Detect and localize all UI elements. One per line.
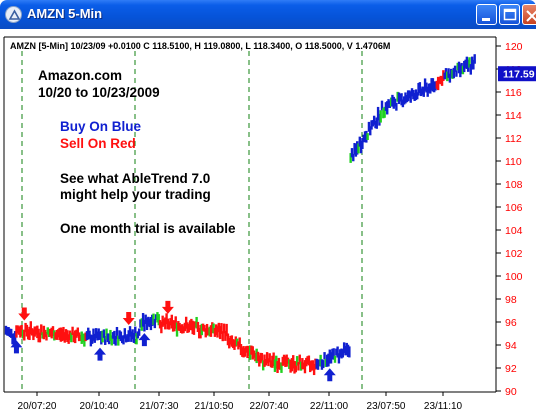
x-tick-label: 20/07:20 (18, 401, 57, 412)
y-tick-label: 104 (505, 225, 523, 237)
time-axis: 20/07:20 20/10:40 21/07:30 21/10:50 22/07:40… (18, 392, 463, 412)
maximize-button[interactable] (499, 4, 520, 25)
buy-arrow-icon (323, 368, 336, 382)
x-tick-label: 21/07:30 (140, 401, 179, 412)
y-tick-label: 96 (505, 317, 517, 329)
y-tick-label: 100 (505, 271, 523, 283)
y-tick-label: 114 (505, 110, 522, 122)
date-range-label: 10/20 to 10/23/2009 (38, 85, 160, 100)
y-tick-label: 92 (505, 363, 517, 375)
y-tick-label: 94 (505, 340, 517, 352)
y-tick-label: 106 (505, 202, 523, 214)
y-tick-label: 116 (505, 87, 522, 99)
minimize-button[interactable] (476, 4, 497, 25)
window-titlebar[interactable]: AMZN 5-Min (0, 0, 536, 29)
sell-arrow-icon (18, 307, 31, 321)
close-icon (526, 10, 536, 22)
close-button[interactable] (522, 4, 536, 25)
company-label: Amazon.com (38, 68, 122, 83)
buy-legend-label: Buy On Blue (60, 119, 141, 134)
x-tick-label: 20/10:40 (80, 401, 119, 412)
buy-arrow-icon (94, 347, 106, 361)
y-tick-label: 98 (505, 294, 517, 306)
y-tick-label: 108 (505, 179, 523, 191)
chart-area[interactable]: 9092949698100102104106108110112114116118… (0, 29, 536, 414)
price-chart[interactable]: 9092949698100102104106108110112114116118… (0, 29, 536, 414)
maximize-icon (503, 8, 517, 21)
x-tick-label: 23/07:50 (367, 401, 406, 412)
y-tick-label: 112 (505, 133, 522, 145)
app-icon[interactable] (5, 6, 22, 23)
trial-label: One month trial is available (60, 221, 236, 236)
x-tick-label: 21/10:50 (195, 401, 234, 412)
price-series (4, 54, 476, 376)
sell-arrow-icon (122, 311, 135, 325)
last-price-marker: 117.59 (498, 66, 536, 82)
buy-arrow-icon (138, 333, 151, 347)
session-dividers (21, 51, 363, 392)
last-price-label: 117.59 (503, 69, 535, 81)
header-line: AMZN [5-Min] 10/23/09 +0.0100 C 118.5100… (10, 41, 390, 51)
sell-legend-label: Sell On Red (60, 136, 136, 151)
y-tick-label: 102 (505, 248, 523, 260)
y-tick-label: 90 (505, 386, 517, 398)
minimize-icon (482, 18, 490, 21)
y-tick-label: 110 (505, 156, 522, 168)
signal-arrows (10, 300, 336, 382)
x-tick-label: 22/07:40 (250, 401, 289, 412)
promo-line-2: might help your trading (60, 187, 211, 202)
y-tick-label: 120 (505, 41, 523, 53)
promo-line-1: See what AbleTrend 7.0 (60, 171, 210, 186)
buy-arrow-icon (10, 340, 23, 354)
sell-arrow-icon (161, 300, 174, 314)
window-title: AMZN 5-Min (27, 6, 103, 21)
x-tick-label: 23/11:10 (424, 401, 463, 412)
x-tick-label: 22/11:00 (310, 401, 349, 412)
